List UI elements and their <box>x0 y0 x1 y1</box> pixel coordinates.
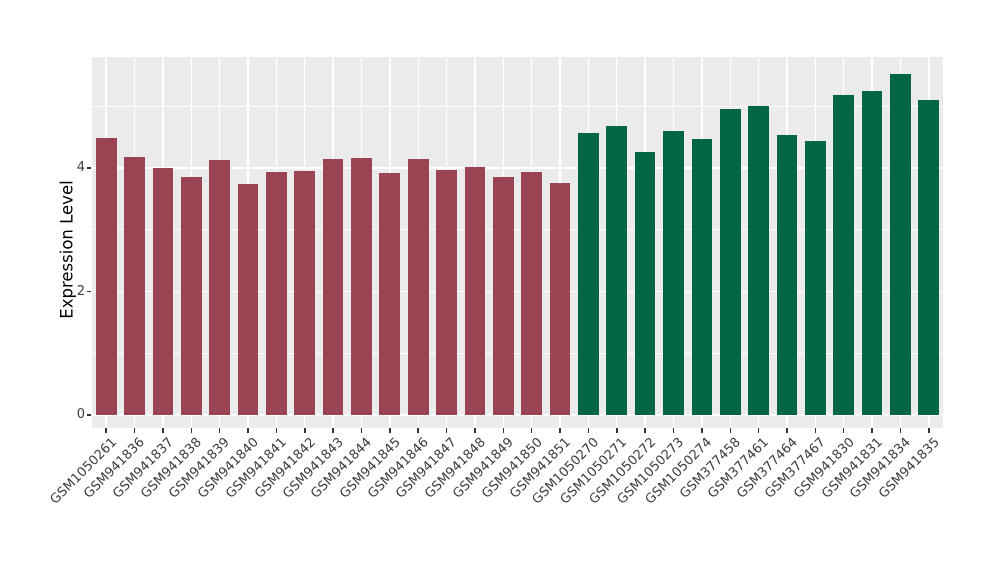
x-tick-mark <box>389 428 391 433</box>
y-axis-title: Expression Level <box>57 180 77 319</box>
x-tick-mark <box>757 428 760 433</box>
bar <box>294 170 316 416</box>
bar <box>804 140 826 416</box>
gridline-minor <box>92 352 943 354</box>
x-tick-mark <box>304 428 306 433</box>
x-tick-mark <box>247 428 249 433</box>
x-tick-mark <box>899 428 902 433</box>
bar <box>549 182 571 416</box>
x-tick-mark <box>105 428 107 433</box>
bar <box>634 151 656 416</box>
bar <box>322 159 344 416</box>
x-tick-mark <box>445 428 448 433</box>
bar <box>691 138 713 416</box>
x-tick-mark <box>729 428 731 433</box>
x-tick-mark <box>502 428 505 433</box>
bar <box>180 176 202 416</box>
x-tick-mark <box>218 428 221 433</box>
x-tick-mark <box>928 428 930 433</box>
bar <box>663 130 684 416</box>
gridline-major <box>92 414 943 416</box>
bar <box>351 157 372 416</box>
x-tick-mark <box>332 428 334 433</box>
bar <box>152 167 174 416</box>
y-tick-label: 2 <box>76 283 85 299</box>
bar <box>266 171 287 416</box>
x-tick-mark <box>190 428 193 433</box>
bar <box>578 133 599 416</box>
x-tick-mark <box>672 428 675 433</box>
bar <box>407 158 429 416</box>
x-tick-mark <box>417 428 419 433</box>
gridline-major <box>92 167 943 169</box>
x-tick-mark <box>559 428 561 433</box>
y-tick-mark <box>86 290 91 293</box>
bar <box>861 90 883 416</box>
y-tick-mark <box>86 167 91 169</box>
x-tick-mark <box>133 428 136 433</box>
plot-panel <box>92 57 943 428</box>
bar <box>890 73 911 416</box>
bar <box>464 167 486 416</box>
x-tick-mark <box>842 428 845 433</box>
bar <box>209 160 230 416</box>
bar <box>436 169 457 416</box>
x-tick-mark <box>474 428 476 433</box>
x-tick-mark <box>616 428 618 433</box>
y-tick-label: 0 <box>76 407 85 423</box>
bar <box>95 137 117 416</box>
bar <box>237 183 259 416</box>
x-tick-mark <box>275 428 278 433</box>
bar <box>833 94 855 416</box>
bar <box>606 126 628 416</box>
y-tick-mark <box>86 414 91 416</box>
bar <box>719 109 741 416</box>
bar <box>748 106 769 416</box>
x-tick-mark <box>701 428 703 433</box>
x-tick-mark <box>162 428 164 433</box>
bar <box>918 100 940 416</box>
bar <box>521 172 543 416</box>
gridline-major <box>92 290 943 293</box>
x-tick-mark <box>587 428 590 433</box>
x-tick-mark <box>530 428 533 433</box>
x-tick-mark <box>360 428 363 433</box>
bar <box>776 135 798 416</box>
x-tick-mark <box>644 428 646 433</box>
x-tick-mark <box>871 428 873 433</box>
bar <box>379 172 401 416</box>
x-tick-mark <box>786 428 788 433</box>
bar <box>124 156 145 416</box>
gridline-minor <box>92 229 943 231</box>
x-tick-mark <box>814 428 817 433</box>
gridline-minor <box>92 105 943 107</box>
y-tick-label: 4 <box>76 159 85 175</box>
bar <box>492 177 514 416</box>
